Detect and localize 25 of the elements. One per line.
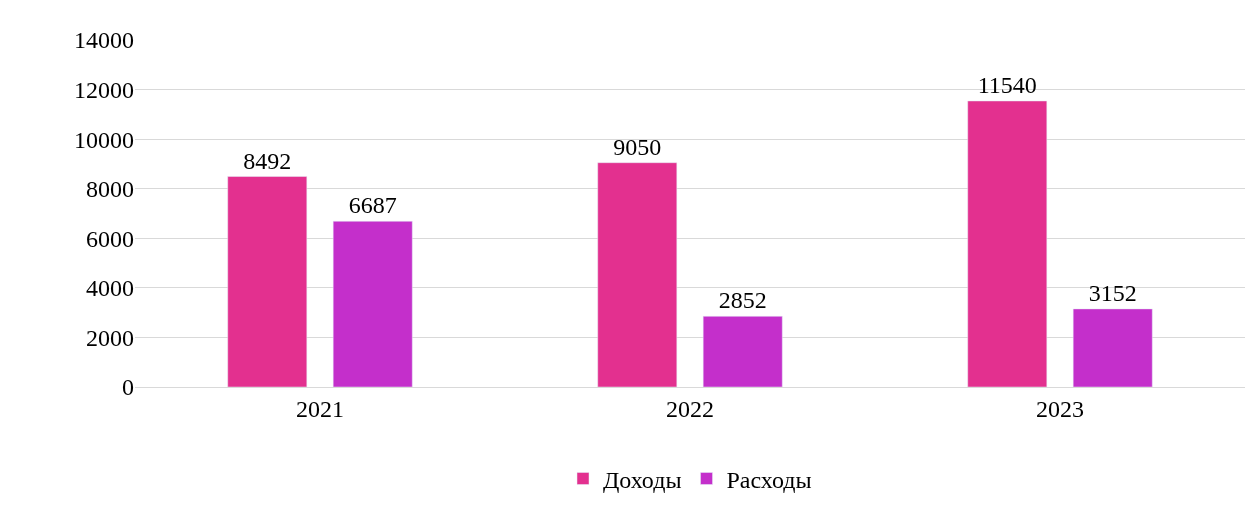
bar — [702, 316, 783, 387]
bar — [597, 162, 678, 387]
y-tick-label: 2000 — [86, 324, 134, 351]
data-label: 3152 — [1088, 279, 1137, 306]
y-tick-label: 14000 — [74, 27, 134, 54]
legend-label: Доходы — [603, 466, 682, 493]
data-label: 2852 — [718, 287, 767, 314]
x-tick-label: 2022 — [666, 395, 714, 422]
y-tick-label: 10000 — [74, 126, 134, 153]
data-label: 8492 — [243, 147, 292, 174]
legend-label: Расходы — [726, 466, 812, 493]
x-tick-label: 2021 — [296, 395, 344, 422]
y-tick-label: 4000 — [86, 275, 134, 302]
y-tick-label: 8000 — [86, 176, 134, 203]
y-tick-label: 0 — [122, 374, 134, 401]
data-label: 6687 — [348, 192, 397, 219]
bar — [967, 100, 1048, 387]
data-label: 9050 — [613, 133, 662, 160]
y-tick-label: 6000 — [86, 225, 134, 252]
bar — [1072, 308, 1153, 387]
bar — [332, 221, 413, 387]
y-tick-label: 12000 — [74, 76, 134, 103]
bar — [227, 176, 308, 387]
data-label: 11540 — [977, 71, 1037, 98]
x-tick-label: 2023 — [1036, 395, 1084, 422]
